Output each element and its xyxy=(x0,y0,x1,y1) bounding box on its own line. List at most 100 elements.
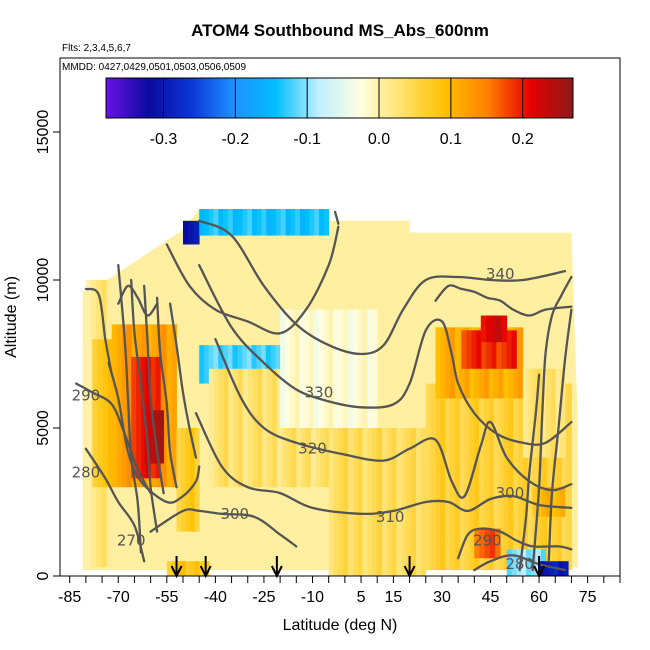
heatmap-cell xyxy=(485,315,492,343)
heatmap-cell xyxy=(314,208,320,236)
contour-line xyxy=(84,287,113,376)
heatmap-cell xyxy=(247,368,254,488)
heatmap-cell xyxy=(401,428,407,576)
heatmap-cell xyxy=(551,487,557,517)
x-tick-label: -40 xyxy=(204,589,227,606)
contour-line xyxy=(143,284,165,495)
colorbar-tick-label: -0.1 xyxy=(293,131,321,148)
contour-line xyxy=(194,412,573,516)
colorbar: -0.3 -0.2 -0.1 0.0 0.1 0.2 xyxy=(105,77,574,148)
heatmap-cell xyxy=(328,309,334,428)
x-tick-label: -10 xyxy=(301,589,324,606)
contour-line xyxy=(155,296,178,489)
heatmap-cell xyxy=(362,309,368,428)
heatmap-cell xyxy=(479,383,485,571)
heatmap-cell xyxy=(309,208,315,236)
x-tick-label: 45 xyxy=(482,589,500,606)
heatmap-cell xyxy=(527,383,534,571)
heatmap-cells xyxy=(85,208,572,576)
heatmap-cell xyxy=(257,368,263,488)
heatmap-cell xyxy=(532,487,538,517)
heatmap-cell xyxy=(294,309,300,428)
x-tick-label: 75 xyxy=(579,589,597,606)
chart-title: ATOM4 Southbound MS_Abs_600nm xyxy=(191,21,489,40)
heatmap-cell xyxy=(532,383,538,571)
heatmap-cell xyxy=(185,561,191,576)
heatmap-cell xyxy=(501,315,508,343)
x-tick-label: -55 xyxy=(155,589,178,606)
heatmap-cell xyxy=(518,327,524,399)
heatmap-cell xyxy=(232,345,238,384)
contour-line xyxy=(547,308,573,563)
contour-label: 340 xyxy=(486,265,515,283)
heatmap-cell xyxy=(464,383,470,571)
heatmap-cell xyxy=(265,345,271,384)
heatmap-cell xyxy=(237,208,243,236)
heatmap-cell xyxy=(488,383,495,571)
heatmap-cell xyxy=(284,309,291,428)
heatmap-cell xyxy=(484,528,491,559)
heatmap-cell xyxy=(290,208,296,236)
contour-line xyxy=(434,284,573,317)
heatmap-cell xyxy=(550,368,557,458)
x-tick-label: -25 xyxy=(252,589,275,606)
heatmap-cell xyxy=(480,315,487,343)
heatmap-cell xyxy=(295,208,301,236)
heatmap-cell xyxy=(323,208,330,236)
heatmap-cell xyxy=(218,208,224,236)
heatmap-cell xyxy=(493,383,500,571)
heatmap-cell xyxy=(188,220,195,245)
contour-line xyxy=(168,302,198,459)
heatmap-cell xyxy=(560,487,566,517)
heatmap-cell xyxy=(149,410,155,464)
heatmap-cell xyxy=(304,309,310,428)
heatmap-cell xyxy=(92,339,98,488)
colorbar-tick-label: -0.3 xyxy=(150,131,178,148)
heatmap-cell xyxy=(445,383,451,571)
heatmap-cell xyxy=(218,368,224,488)
colorbar-tick-label: 0.2 xyxy=(512,131,534,148)
heatmap-cell xyxy=(461,330,467,369)
heatmap-cell xyxy=(171,324,177,488)
colorbar-tick-label: 0.0 xyxy=(368,131,390,148)
heatmap-cell xyxy=(343,428,349,576)
heatmap-cell xyxy=(208,368,215,488)
heatmap-cell xyxy=(527,368,533,458)
colorbar-tick-label: -0.2 xyxy=(222,131,250,148)
heatmap-cell xyxy=(547,383,553,571)
heatmap-cell xyxy=(498,383,504,571)
x-tick-label: 60 xyxy=(530,589,548,606)
heatmap-cell xyxy=(556,383,563,571)
heatmap-cell xyxy=(272,368,278,488)
heatmap-cell xyxy=(561,383,567,571)
heatmap-cell xyxy=(204,561,210,576)
contour-line xyxy=(165,225,340,335)
heatmap-cell xyxy=(185,428,191,532)
contour-label: 300 xyxy=(496,484,525,502)
heatmap-cell xyxy=(541,487,547,517)
heatmap-cell xyxy=(183,220,189,245)
heatmap-cell xyxy=(372,428,378,576)
heatmap-cell xyxy=(445,327,451,399)
heatmap-cell xyxy=(495,528,501,559)
heatmap-cell xyxy=(516,549,522,576)
heatmap-cell xyxy=(299,309,305,428)
heatmap-cell xyxy=(348,428,354,576)
heatmap-cell xyxy=(506,330,512,369)
heatmap-cell xyxy=(481,330,487,369)
heatmap-cell xyxy=(213,368,220,488)
heatmap-cell xyxy=(121,324,128,488)
contour-lines xyxy=(75,210,573,572)
heatmap-cell xyxy=(85,280,92,568)
heatmap-cell xyxy=(372,309,378,428)
heatmap-cell xyxy=(440,327,446,399)
heatmap-cell xyxy=(242,345,248,384)
contour-label: 320 xyxy=(298,440,327,458)
dates-text: MMDD: 0427,0429,0501,0503,0506,0509 xyxy=(62,62,246,73)
heatmap-cell xyxy=(285,208,291,236)
y-tick-label: 5000 xyxy=(35,410,52,446)
contour-label: 290 xyxy=(473,531,502,549)
x-tick-label: 30 xyxy=(433,589,451,606)
heatmap-cell xyxy=(161,324,167,488)
